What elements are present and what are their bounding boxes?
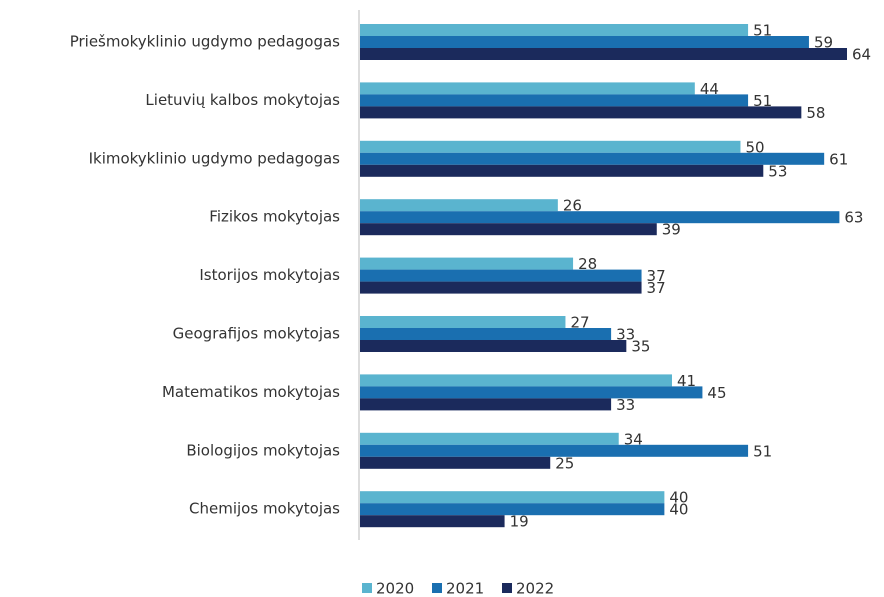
category-label: Priešmokyklinio ugdymo pedagogas: [70, 33, 340, 51]
value-label: 33: [616, 326, 635, 344]
value-label: 37: [647, 279, 666, 297]
bar: [360, 340, 627, 352]
value-label: 19: [510, 513, 529, 531]
bar: [360, 328, 612, 340]
value-label: 39: [662, 221, 681, 239]
value-label: 27: [570, 314, 589, 332]
bar: [360, 106, 802, 119]
category-label: Lietuvių kalbos mokytojas: [145, 91, 340, 109]
bar: [360, 432, 619, 445]
bar: [360, 152, 825, 165]
value-label: 37: [647, 267, 666, 285]
value-label: 44: [700, 80, 719, 98]
legend-label: 2020: [376, 580, 414, 597]
value-label: 26: [563, 197, 582, 215]
legend-label: 2021: [446, 580, 484, 597]
bar: [360, 316, 566, 328]
bar: [360, 456, 551, 469]
value-label: 53: [768, 162, 787, 180]
value-label: 63: [844, 209, 863, 227]
legend-swatch: [502, 583, 512, 593]
bar: [360, 491, 665, 504]
value-label: 61: [829, 150, 848, 168]
value-label: 35: [631, 338, 650, 356]
category-label: Geografijos mokytojas: [173, 325, 341, 343]
value-label: 50: [745, 138, 764, 156]
bar: [360, 82, 695, 95]
bar: [360, 36, 809, 48]
value-label: 41: [677, 372, 696, 390]
value-label: 33: [616, 396, 635, 414]
bar: [360, 444, 749, 457]
bar: [360, 281, 642, 294]
bar: [360, 24, 749, 36]
legend-swatch: [362, 583, 372, 593]
value-label: 51: [753, 92, 772, 110]
bar: [360, 386, 703, 399]
category-label: Istorijos mokytojas: [199, 266, 340, 284]
bar: [360, 199, 558, 212]
value-label: 59: [814, 34, 833, 52]
category-label: Chemijos mokytojas: [189, 500, 340, 518]
value-label: 25: [555, 454, 574, 472]
value-label: 51: [753, 442, 772, 460]
bar: [360, 48, 847, 60]
legend-swatch: [432, 583, 442, 593]
bar: [360, 515, 505, 528]
category-label: Matematikos mokytojas: [162, 383, 340, 401]
bar: [360, 398, 612, 411]
category-label: Ikimokyklinio ugdymo pedagogas: [89, 149, 341, 167]
category-label: Fizikos mokytojas: [209, 208, 340, 226]
bar: [360, 269, 642, 282]
value-label: 58: [806, 104, 825, 122]
value-label: 45: [707, 384, 726, 402]
bar: [360, 140, 741, 153]
value-label: 34: [624, 430, 643, 448]
value-label: 28: [578, 255, 597, 273]
bar: [360, 374, 672, 387]
category-label: Biologijos mokytojas: [186, 441, 340, 459]
bar: [360, 503, 665, 516]
bar: [360, 94, 749, 107]
bar: [360, 223, 657, 236]
value-label: 64: [852, 46, 871, 64]
value-label: 40: [669, 489, 688, 507]
bar: [360, 211, 840, 224]
legend-label: 2022: [516, 580, 554, 597]
value-label: 40: [669, 501, 688, 519]
value-label: 51: [753, 22, 772, 40]
bar: [360, 257, 574, 270]
bar: [360, 164, 764, 177]
